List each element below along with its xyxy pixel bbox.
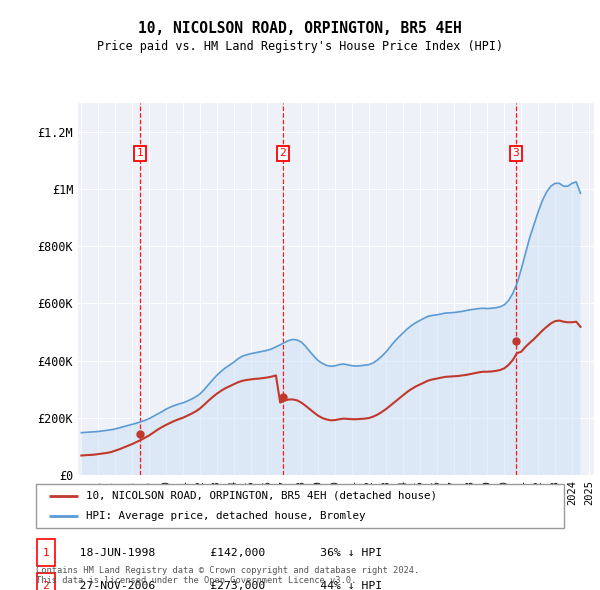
Text: 27-NOV-2006        £273,000        44% ↓ HPI: 27-NOV-2006 £273,000 44% ↓ HPI — [59, 581, 382, 590]
Text: 3: 3 — [512, 149, 519, 159]
Text: 1: 1 — [137, 149, 143, 159]
Text: 2: 2 — [43, 581, 49, 590]
FancyBboxPatch shape — [37, 573, 55, 590]
Text: 10, NICOLSON ROAD, ORPINGTON, BR5 4EH: 10, NICOLSON ROAD, ORPINGTON, BR5 4EH — [138, 21, 462, 36]
Text: 10, NICOLSON ROAD, ORPINGTON, BR5 4EH (detached house): 10, NICOLSON ROAD, ORPINGTON, BR5 4EH (d… — [86, 491, 437, 501]
Text: Contains HM Land Registry data © Crown copyright and database right 2024.
This d: Contains HM Land Registry data © Crown c… — [36, 566, 419, 585]
Text: 1: 1 — [43, 548, 49, 558]
Text: Price paid vs. HM Land Registry's House Price Index (HPI): Price paid vs. HM Land Registry's House … — [97, 40, 503, 53]
Text: 18-JUN-1998        £142,000        36% ↓ HPI: 18-JUN-1998 £142,000 36% ↓ HPI — [59, 548, 382, 558]
Text: 2: 2 — [280, 149, 286, 159]
FancyBboxPatch shape — [36, 484, 564, 528]
FancyBboxPatch shape — [37, 539, 55, 566]
Text: HPI: Average price, detached house, Bromley: HPI: Average price, detached house, Brom… — [86, 511, 365, 521]
